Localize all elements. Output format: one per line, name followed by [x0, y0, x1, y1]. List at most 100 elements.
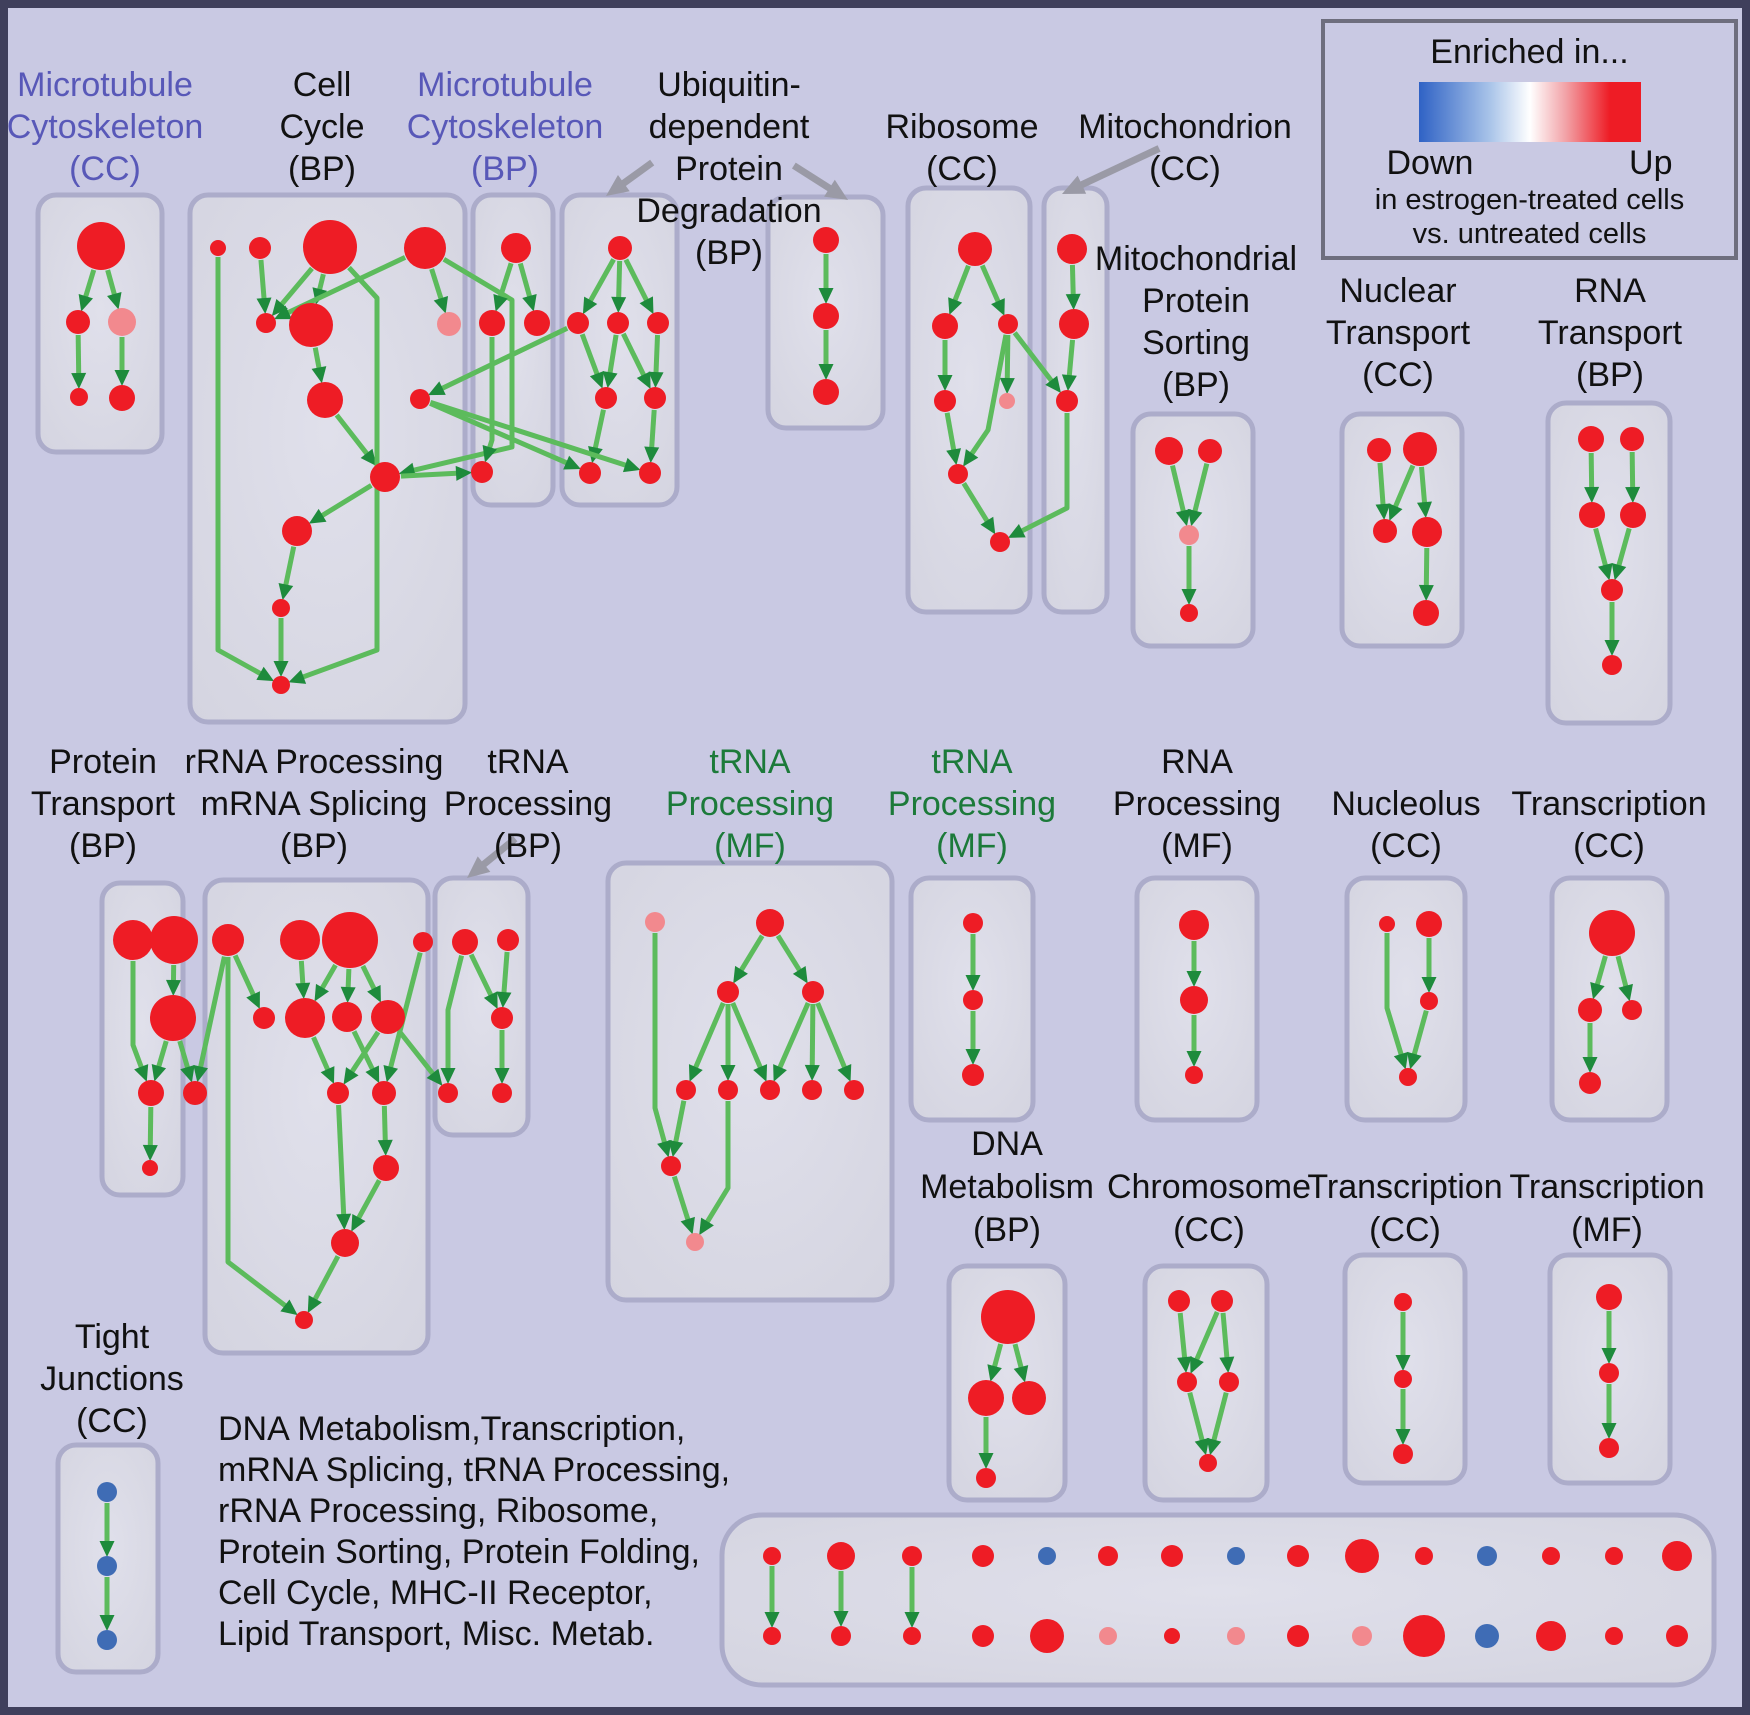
edge-L9-L12: [336, 1104, 347, 1218]
edge-B8-B10: [334, 413, 371, 458]
edge-M1-M3-arrowhead: [483, 991, 498, 1010]
edge-N4-N7-arrowhead: [773, 1064, 787, 1082]
node-trna-bp-M1: [452, 929, 478, 955]
bottom-node-bottom-6: [1164, 1628, 1180, 1644]
edge-B4-B7: [429, 268, 445, 302]
edge-B4-B7-arrowhead: [433, 295, 449, 314]
edge-F3-F5-arrowhead: [999, 377, 1015, 395]
edge-L1-L5-arrowhead: [246, 991, 260, 1009]
label-tight-junctions-line-0: Tight: [75, 1318, 150, 1356]
bottom-node-top-11: [1477, 1546, 1497, 1566]
label-rrna-mrna-line-2: (BP): [280, 827, 348, 865]
node-trna-mf-large-N5: [676, 1080, 696, 1100]
edge-L4-L10-arrowhead: [383, 1064, 399, 1083]
label-rna-processing-mf: RNA Processing (MF): [1113, 743, 1281, 865]
edge-N2-N4: [775, 934, 803, 974]
node-nuclear-transport-I5: [1413, 600, 1439, 626]
label-cell-cycle-line-2: (BP): [288, 150, 356, 188]
edge-I2-I4: [1419, 466, 1428, 506]
node-ribosome-F7: [990, 532, 1010, 552]
cross-edge-B9-D8-arrowhead: [622, 457, 641, 473]
annotation-arrow-mitochondrion-pointer-arrowhead: [1062, 175, 1087, 194]
node-dna-metabolism-S1: [981, 1290, 1035, 1344]
label-nuclear-transport: Nuclear Transport (CC): [1326, 272, 1471, 394]
node-cell-cycle-B7: [437, 312, 461, 336]
edge-L3-L6: [318, 963, 338, 992]
edge-I1-I3-arrowhead: [1375, 503, 1391, 521]
label-trna-mf-small-line-1: Processing: [888, 785, 1056, 823]
node-trna-mf-large-N6: [718, 1080, 738, 1100]
cross-edge-B9-D8: [429, 399, 629, 469]
edge-K1-K4: [130, 961, 145, 1071]
cluster-box-rrna-mrna-splicing: [202, 877, 431, 1356]
node-dna-metabolism-S2: [968, 1380, 1004, 1416]
edge-Q3-Q4-arrowhead: [1407, 1051, 1422, 1070]
label-dna-metabolism: DNA Metabolism (BP): [920, 1125, 1094, 1249]
node-ribosome-F3: [998, 314, 1018, 334]
edge-N5-N10-arrowhead: [668, 1140, 684, 1158]
node-ubiquitin-degradation-D1: [608, 236, 632, 260]
node-rna-processing-mf-P2: [1180, 986, 1208, 1014]
cluster-box-rna-transport: [1545, 400, 1673, 726]
edge-T4-T5-arrowhead: [1206, 1437, 1222, 1456]
node-ribosome-F6: [948, 464, 968, 484]
edge-M2-M3: [501, 951, 510, 996]
edge-O2-O3-arrowhead: [965, 1049, 981, 1065]
annotation-arrow-ubiquitin-left-pointer: [619, 159, 655, 188]
cross-edge-L1-K5-arrowhead: [193, 1065, 209, 1083]
edge-F1-F2: [951, 264, 971, 304]
cluster-box-cell-cycle: [187, 192, 468, 725]
label-nuclear-transport-line-2: (CC): [1362, 356, 1434, 394]
label-rna-processing-mf-line-2: (MF): [1161, 827, 1233, 865]
bottom-node-bottom-13: [1605, 1627, 1623, 1645]
node-ubiquitin-degradation-D5: [595, 387, 617, 409]
edge-F1-F3: [979, 264, 1002, 305]
label-mitochondrion-line-0: Mitochondrion: [1078, 108, 1292, 146]
cross-edge-L8-M4: [397, 1029, 437, 1078]
edge-B6-B8: [312, 347, 322, 371]
node-ubiquitin-chain-E2: [813, 303, 839, 329]
node-tight-junctions-W2: [97, 1556, 117, 1576]
node-nucleolus-Q4: [1399, 1068, 1417, 1086]
label-cluster-summary-line-3: Protein Sorting, Protein Folding,: [218, 1533, 700, 1571]
annotation-arrow-ubiquitin-right-pointer-arrowhead: [824, 179, 848, 200]
node-transcription-cc-bottom-U1: [1394, 1293, 1412, 1311]
cluster-boxes: [35, 185, 1717, 1688]
annotation-arrow-ubiquitin-right-pointer: [791, 162, 834, 193]
label-protein-transport-line-0: Protein: [49, 743, 157, 781]
bottom-node-top-10: [1415, 1547, 1433, 1565]
edge-N3-N5: [692, 1002, 726, 1071]
node-trna-mf-large-N11: [686, 1233, 704, 1251]
label-mito-protein-sorting-line-0: Mitochondrial: [1095, 240, 1297, 278]
edge-F4-F6-arrowhead: [946, 448, 962, 466]
label-ribosome-line-1: (CC): [926, 150, 998, 188]
node-trna-mf-large-N3: [717, 981, 739, 1003]
node-cell-cycle-B13: [272, 676, 290, 694]
edge-L2-L6: [298, 960, 306, 987]
edge-B1-B13: [215, 257, 264, 677]
edge-N3-N7: [730, 1002, 764, 1071]
cluster-box-ribosome: [905, 185, 1033, 615]
edge-J2-J4-arrowhead: [1625, 486, 1641, 504]
node-microtubule-bp-C3: [524, 310, 550, 336]
label-rna-transport-line-1: Transport: [1538, 314, 1683, 352]
node-trna-bp-M5: [492, 1083, 512, 1103]
edge-K4-K6: [147, 1106, 154, 1149]
edge-M3-M5-arrowhead: [494, 1068, 510, 1084]
node-trna-mf-large-N8: [802, 1080, 822, 1100]
edge-K2-K3-arrowhead: [165, 979, 181, 997]
node-mitochondrion-G3: [1056, 390, 1078, 412]
node-cell-cycle-B11: [282, 516, 312, 546]
edge-D2-D5: [579, 333, 601, 378]
edge-F6-F7: [961, 482, 991, 525]
label-microtubule-cc-line-2: (CC): [69, 150, 141, 188]
edge-M1-M3: [468, 953, 495, 999]
edge-L3-L8-arrowhead: [367, 984, 381, 1003]
node-transcription-cc-mid-R3: [1622, 1000, 1642, 1020]
edge-K3-K4: [155, 1040, 169, 1070]
node-rrna-mrna-splicing-L4: [413, 932, 433, 952]
legend-title: Enriched in...: [1430, 33, 1629, 71]
node-trna-mf-small-O1: [963, 913, 983, 933]
label-cluster-summary-line-0: DNA Metabolism,Transcription,: [218, 1410, 685, 1448]
label-trna-bp-line-1: Processing: [444, 785, 612, 823]
